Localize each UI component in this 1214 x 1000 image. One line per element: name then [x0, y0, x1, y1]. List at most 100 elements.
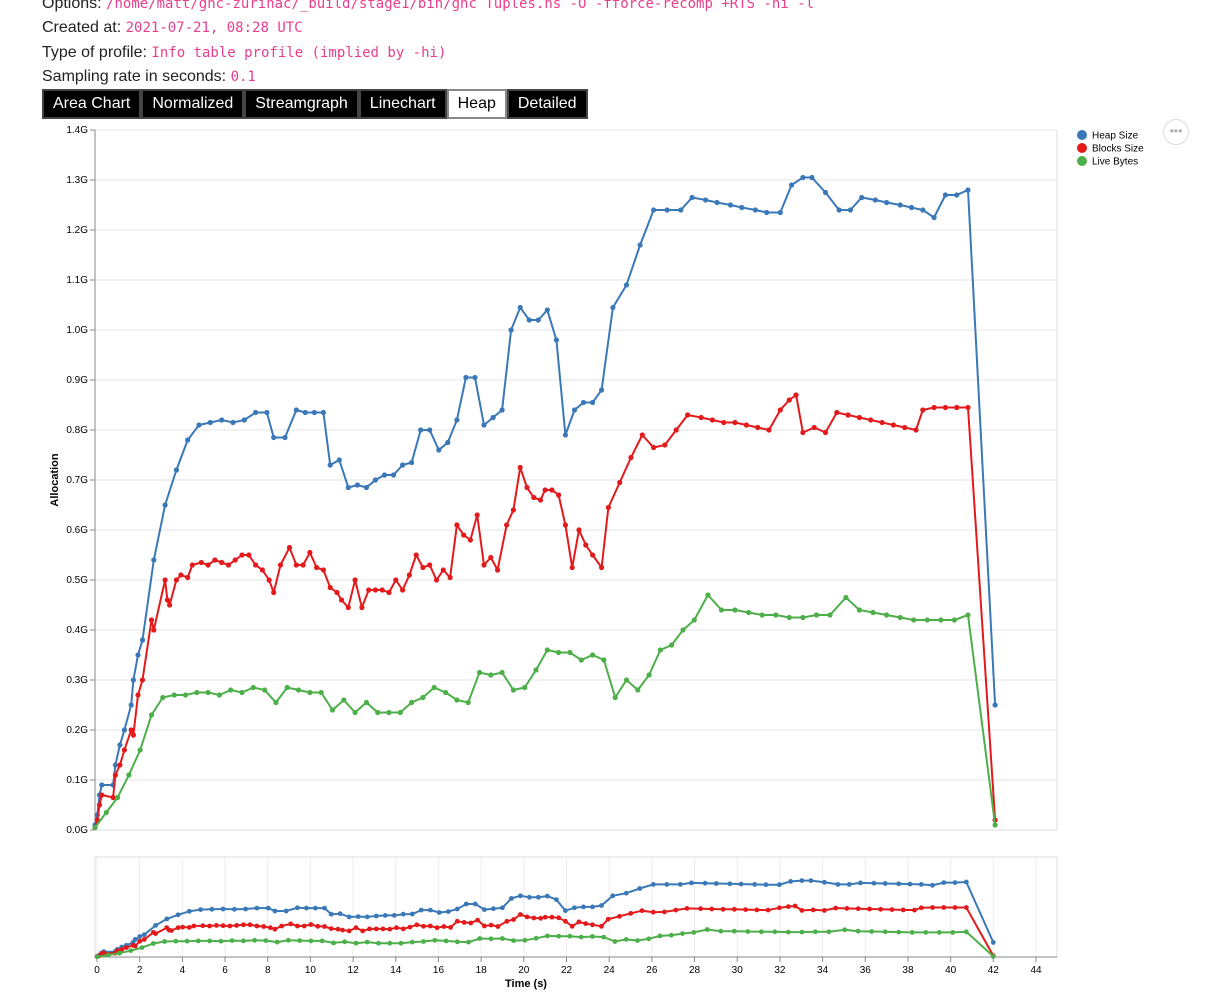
data-point[interactable]	[271, 435, 276, 440]
data-point[interactable]	[965, 612, 970, 617]
data-point[interactable]	[131, 732, 136, 737]
data-point[interactable]	[794, 392, 799, 397]
data-point[interactable]	[651, 445, 656, 450]
data-point[interactable]	[773, 612, 778, 617]
tab-area-chart[interactable]: Area Chart	[42, 89, 141, 119]
data-point[interactable]	[685, 412, 690, 417]
data-point[interactable]	[443, 690, 448, 695]
data-point[interactable]	[710, 417, 715, 422]
data-point[interactable]	[638, 242, 643, 247]
data-point[interactable]	[563, 432, 568, 437]
data-point[interactable]	[151, 627, 156, 632]
data-point[interactable]	[206, 562, 211, 567]
data-point[interactable]	[353, 577, 358, 582]
data-point[interactable]	[909, 205, 914, 210]
data-point[interactable]	[898, 615, 903, 620]
data-point[interactable]	[113, 762, 118, 767]
data-point[interactable]	[814, 612, 819, 617]
data-point[interactable]	[870, 610, 875, 615]
data-point[interactable]	[827, 612, 832, 617]
data-point[interactable]	[481, 422, 486, 427]
data-point[interactable]	[321, 410, 326, 415]
data-point[interactable]	[898, 202, 903, 207]
data-point[interactable]	[92, 825, 97, 830]
data-point[interactable]	[920, 207, 925, 212]
data-point[interactable]	[414, 552, 419, 557]
data-point[interactable]	[721, 420, 726, 425]
data-point[interactable]	[549, 487, 554, 492]
data-point[interactable]	[556, 492, 561, 497]
data-point[interactable]	[217, 692, 222, 697]
data-point[interactable]	[319, 690, 324, 695]
data-point[interactable]	[359, 605, 364, 610]
data-point[interactable]	[800, 430, 805, 435]
data-point[interactable]	[533, 667, 538, 672]
data-point[interactable]	[952, 617, 957, 622]
data-point[interactable]	[160, 695, 165, 700]
data-point[interactable]	[407, 572, 412, 577]
data-point[interactable]	[606, 505, 611, 510]
data-point[interactable]	[680, 627, 685, 632]
data-point[interactable]	[129, 702, 134, 707]
data-point[interactable]	[99, 792, 104, 797]
data-point[interactable]	[301, 562, 306, 567]
data-point[interactable]	[823, 430, 828, 435]
data-point[interactable]	[518, 305, 523, 310]
data-point[interactable]	[692, 617, 697, 622]
data-point[interactable]	[386, 710, 391, 715]
data-point[interactable]	[418, 427, 423, 432]
data-point[interactable]	[954, 405, 959, 410]
data-point[interactable]	[178, 572, 183, 577]
data-point[interactable]	[267, 577, 272, 582]
data-point[interactable]	[543, 487, 548, 492]
data-point[interactable]	[149, 617, 154, 622]
data-point[interactable]	[920, 407, 925, 412]
data-point[interactable]	[567, 650, 572, 655]
data-point[interactable]	[491, 415, 496, 420]
data-point[interactable]	[400, 462, 405, 467]
data-point[interactable]	[427, 427, 432, 432]
data-point[interactable]	[174, 467, 179, 472]
data-point[interactable]	[583, 542, 588, 547]
data-point[interactable]	[303, 410, 308, 415]
data-point[interactable]	[382, 472, 387, 477]
data-point[interactable]	[454, 417, 459, 422]
data-point[interactable]	[719, 607, 724, 612]
data-point[interactable]	[965, 187, 970, 192]
data-point[interactable]	[610, 305, 615, 310]
data-point[interactable]	[441, 567, 446, 572]
data-point[interactable]	[504, 522, 509, 527]
data-point[interactable]	[536, 317, 541, 322]
data-point[interactable]	[409, 460, 414, 465]
data-point[interactable]	[330, 707, 335, 712]
data-point[interactable]	[511, 507, 516, 512]
data-point[interactable]	[117, 742, 122, 747]
ellipsis-icon[interactable]: •••	[1163, 119, 1189, 145]
data-point[interactable]	[628, 455, 633, 460]
data-point[interactable]	[212, 557, 217, 562]
data-point[interactable]	[271, 590, 276, 595]
data-point[interactable]	[307, 550, 312, 555]
data-point[interactable]	[262, 687, 267, 692]
data-point[interactable]	[260, 567, 265, 572]
data-point[interactable]	[355, 482, 360, 487]
data-point[interactable]	[454, 522, 459, 527]
data-point[interactable]	[662, 442, 667, 447]
data-point[interactable]	[787, 397, 792, 402]
data-point[interactable]	[669, 642, 674, 647]
data-point[interactable]	[364, 485, 369, 490]
data-point[interactable]	[938, 617, 943, 622]
data-point[interactable]	[436, 447, 441, 452]
data-point[interactable]	[420, 565, 425, 570]
data-point[interactable]	[334, 590, 339, 595]
data-point[interactable]	[965, 405, 970, 410]
data-point[interactable]	[427, 562, 432, 567]
data-point[interactable]	[800, 615, 805, 620]
data-point[interactable]	[294, 562, 299, 567]
data-point[interactable]	[104, 810, 109, 815]
data-point[interactable]	[393, 577, 398, 582]
data-point[interactable]	[239, 690, 244, 695]
data-point[interactable]	[911, 617, 916, 622]
data-point[interactable]	[346, 605, 351, 610]
data-point[interactable]	[321, 567, 326, 572]
